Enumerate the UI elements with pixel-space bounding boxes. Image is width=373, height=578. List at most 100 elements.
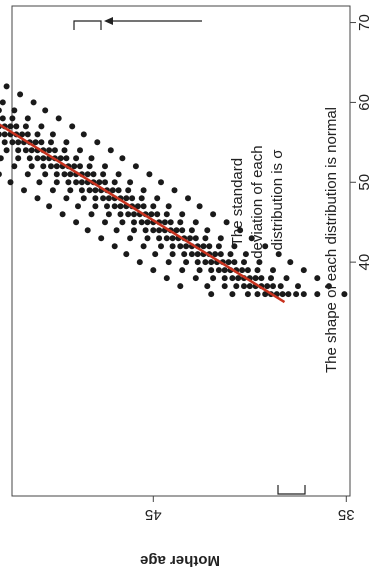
data-point: [177, 243, 184, 250]
data-point: [300, 267, 307, 274]
data-point: [77, 147, 83, 154]
data-point: [49, 131, 56, 138]
data-point: [148, 211, 155, 218]
data-point: [28, 163, 35, 170]
data-point: [67, 171, 74, 178]
data-point: [300, 291, 307, 298]
data-point: [42, 107, 49, 114]
x-tick-label: 50: [356, 174, 373, 191]
data-point: [0, 115, 6, 122]
data-point: [140, 203, 147, 210]
data-point: [88, 155, 95, 162]
data-point: [258, 275, 265, 282]
data-point: [268, 275, 274, 282]
data-point: [241, 259, 247, 266]
data-point: [80, 131, 87, 138]
data-point: [84, 171, 91, 178]
data-point: [270, 267, 276, 274]
data-point: [46, 147, 53, 154]
data-point: [144, 219, 151, 226]
regression-line-group: [0, 123, 286, 304]
annotation-shape-normal: The shape of each distribution is normal: [323, 107, 340, 373]
data-point: [165, 259, 172, 266]
data-point: [53, 179, 60, 186]
data-point: [73, 179, 80, 186]
data-point: [36, 179, 43, 186]
data-point: [314, 275, 321, 282]
data-point: [171, 187, 178, 194]
plot-frame: [11, 5, 351, 497]
data-point: [131, 219, 137, 226]
data-point: [105, 211, 112, 218]
data-point: [102, 179, 108, 186]
data-point: [129, 195, 136, 202]
data-point: [30, 99, 37, 106]
data-point: [187, 235, 193, 242]
x-tick-label: 60: [356, 94, 373, 111]
data-point: [252, 275, 259, 282]
data-point: [202, 259, 209, 266]
data-point: [69, 123, 76, 130]
data-point: [221, 283, 228, 290]
data-point: [169, 251, 176, 258]
data-point: [221, 267, 228, 274]
data-point: [158, 243, 164, 250]
data-point: [283, 275, 290, 282]
regression-line: [0, 123, 286, 304]
data-point: [154, 195, 161, 202]
data-point: [158, 179, 164, 186]
data-point: [49, 187, 56, 194]
data-point: [0, 131, 2, 138]
data-point: [42, 171, 49, 178]
data-point: [208, 259, 215, 266]
data-point: [183, 243, 190, 250]
sd-arrow-head: [104, 17, 113, 25]
data-point: [40, 163, 47, 170]
data-point: [100, 195, 107, 202]
data-point: [264, 283, 271, 290]
data-point: [235, 275, 242, 282]
x-tick-label: 40: [356, 254, 373, 271]
x-tick-label: 70: [356, 14, 373, 31]
data-point: [96, 179, 103, 186]
data-point: [0, 99, 6, 106]
data-point: [150, 203, 157, 210]
data-point: [3, 147, 10, 154]
data-point: [221, 275, 228, 282]
data-point: [163, 235, 170, 242]
data-point: [40, 155, 47, 162]
data-point: [146, 171, 153, 178]
data-point: [24, 131, 31, 138]
data-point: [192, 219, 199, 226]
data-point: [212, 251, 219, 258]
data-point: [223, 219, 230, 226]
data-point: [123, 251, 130, 258]
data-point: [194, 259, 201, 266]
data-point: [32, 139, 39, 146]
data-point: [75, 203, 81, 210]
data-point: [34, 131, 41, 138]
data-point: [179, 227, 186, 234]
data-point: [86, 187, 93, 194]
data-point: [225, 259, 232, 266]
data-point: [210, 275, 217, 282]
data-point: [167, 219, 174, 226]
data-point: [262, 243, 269, 250]
data-point: [109, 187, 116, 194]
data-point: [215, 243, 222, 250]
data-point: [231, 259, 238, 266]
data-point: [125, 211, 132, 218]
shape-bracket: [277, 485, 306, 495]
y-tick-label: 45: [145, 506, 162, 523]
data-point: [86, 163, 93, 170]
data-point: [1, 131, 8, 138]
data-point: [229, 291, 236, 298]
data-point: [13, 123, 20, 130]
data-point: [202, 235, 209, 242]
data-point: [185, 195, 191, 202]
data-point: [119, 155, 126, 162]
data-point: [233, 283, 240, 290]
data-point: [210, 211, 217, 218]
data-point: [181, 251, 188, 258]
data-point: [55, 115, 62, 122]
